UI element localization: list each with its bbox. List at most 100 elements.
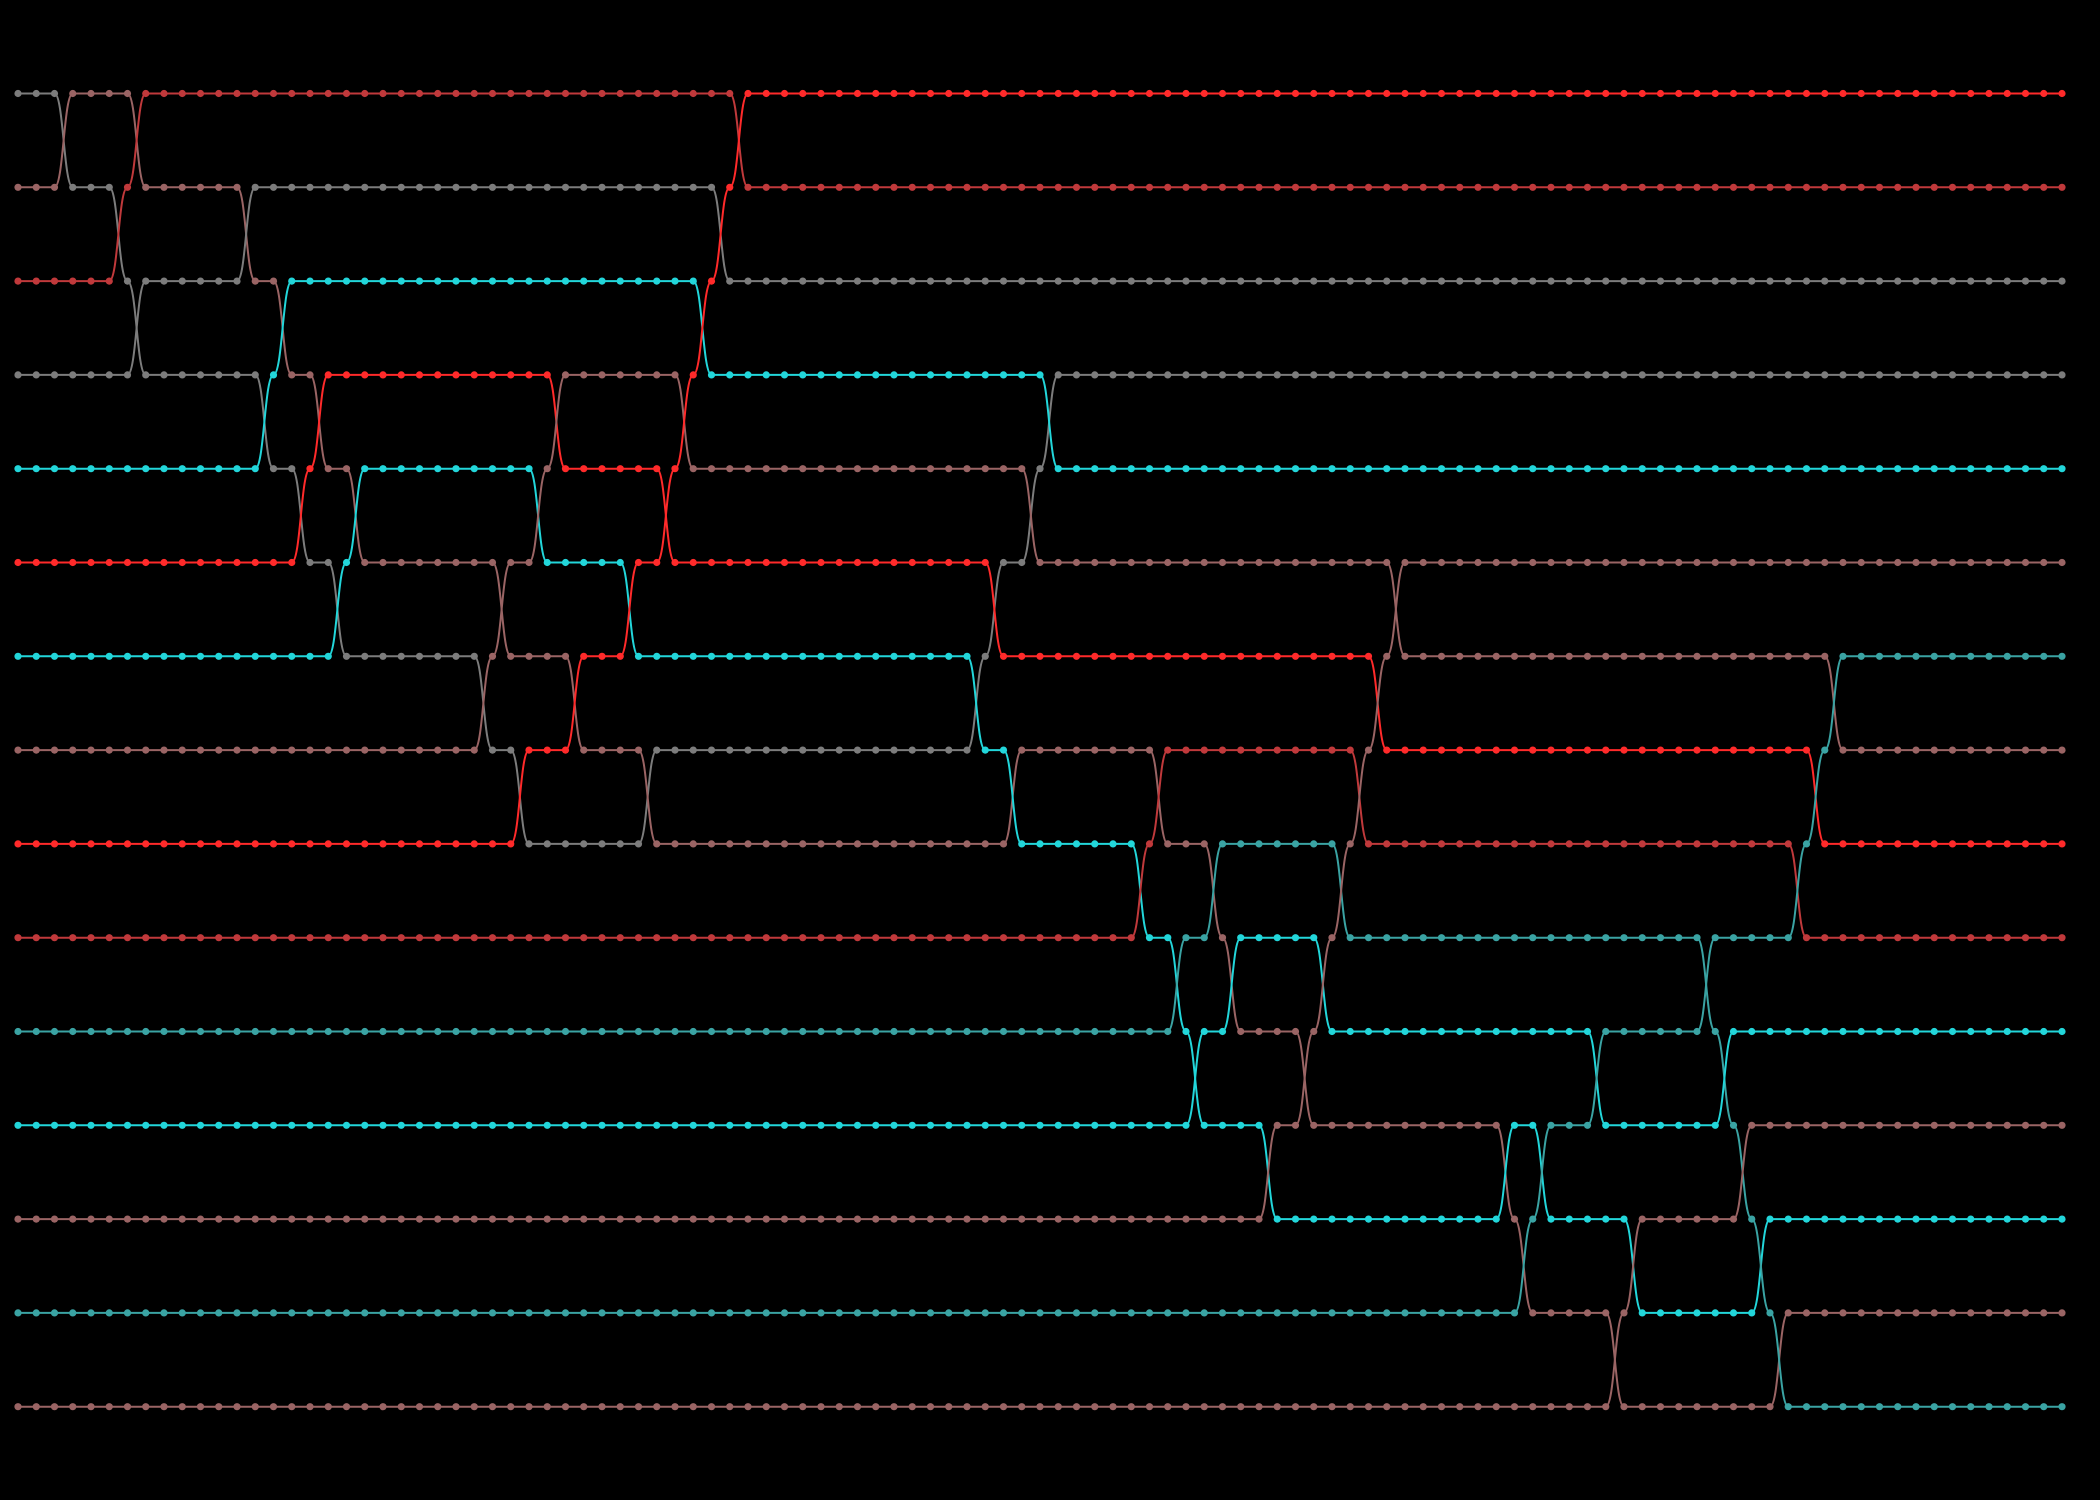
wire-node	[87, 840, 95, 848]
wire-node	[1492, 1309, 1500, 1317]
wire-node	[999, 558, 1008, 567]
wire-node	[1127, 277, 1135, 285]
wire-node	[1547, 371, 1555, 379]
wire-node	[835, 1309, 843, 1317]
wire-node	[926, 1309, 935, 1317]
wire-node	[1072, 746, 1081, 754]
wire-node	[981, 277, 989, 285]
wire-node	[1967, 1121, 1975, 1129]
wire-node	[215, 1121, 223, 1129]
wire-node	[1948, 465, 1957, 473]
wire-node	[1218, 1215, 1227, 1223]
wire-node	[2021, 934, 2030, 942]
wire-node	[2021, 1121, 2030, 1129]
wire-node	[1437, 558, 1446, 567]
wire-node	[1237, 934, 1245, 942]
wire-node	[1364, 1027, 1373, 1036]
wire-node	[2003, 89, 2011, 98]
wire-node	[1839, 1027, 1847, 1036]
wire-node	[1602, 1309, 1610, 1317]
wire-node	[762, 183, 770, 191]
wire-node	[726, 1121, 734, 1129]
wire-node	[87, 1215, 95, 1223]
wire-node	[1054, 277, 1062, 285]
wire-node	[1675, 652, 1683, 660]
wire-node	[1839, 652, 1847, 660]
wire-node	[799, 89, 807, 98]
wire-node	[160, 1027, 168, 1036]
wire-node	[1912, 652, 1920, 660]
wire-node	[233, 371, 241, 379]
wire-node	[196, 465, 205, 473]
wire-node	[835, 277, 843, 285]
wire-node	[160, 89, 168, 98]
wire-node	[1529, 183, 1537, 191]
wire-node	[342, 371, 351, 379]
wire-node	[14, 652, 22, 660]
wire-node	[817, 277, 825, 285]
wire-node	[1967, 652, 1975, 660]
wire-node	[945, 183, 953, 191]
wire-node	[835, 371, 843, 379]
wire-node	[744, 558, 752, 567]
wire-node	[671, 1121, 679, 1129]
wire-node	[251, 558, 259, 567]
wire-node	[434, 1121, 442, 1129]
wire-node	[215, 1027, 223, 1036]
wire-node	[1310, 1027, 1318, 1036]
wire-node	[233, 1121, 241, 1129]
wire-node	[1711, 1403, 1719, 1411]
wire-node	[1529, 89, 1537, 98]
wire-node	[1857, 371, 1865, 379]
wire-node	[1510, 652, 1519, 660]
wire-node	[1291, 840, 1300, 848]
wire-node	[835, 465, 843, 473]
wire-node	[288, 934, 296, 942]
wire-node	[963, 652, 971, 660]
wire-node	[32, 1309, 40, 1317]
wire-node	[926, 746, 935, 754]
wire-node	[1456, 371, 1464, 379]
wire-node	[1656, 1403, 1665, 1411]
wire-node	[1036, 934, 1044, 942]
wire-node	[1711, 840, 1719, 848]
wire-node	[543, 652, 551, 660]
wire-node	[653, 1215, 661, 1223]
wire-node	[1985, 1121, 1993, 1129]
wire-node	[616, 1121, 624, 1129]
wire-node	[999, 183, 1008, 191]
wire-node	[1291, 1403, 1300, 1411]
wire-node	[981, 934, 989, 942]
wire-node	[1492, 1121, 1500, 1129]
wire-node	[105, 89, 113, 98]
wire-node	[1456, 934, 1464, 942]
wire-node	[1547, 746, 1555, 754]
wire-node	[1200, 1215, 1208, 1223]
wire-node	[1583, 1403, 1592, 1411]
wire-node	[269, 840, 278, 848]
wire-node	[1967, 371, 1975, 379]
wire-node	[32, 183, 40, 191]
wire-node	[543, 840, 551, 848]
wire-node	[342, 746, 351, 754]
wire-node	[1656, 1309, 1665, 1317]
wire-node	[87, 652, 95, 660]
wire-node	[689, 1027, 697, 1036]
wire-node	[1383, 934, 1391, 942]
wire-node	[853, 652, 862, 660]
wire-node	[196, 1309, 205, 1317]
wire-node	[799, 1027, 807, 1036]
wire-node	[1529, 558, 1537, 567]
wire-node	[1127, 652, 1135, 660]
wire-node	[999, 746, 1008, 754]
wire-node	[361, 89, 369, 98]
wire-node	[1802, 277, 1811, 285]
wire-node	[324, 1027, 332, 1036]
wire-node	[1693, 465, 1701, 473]
wire-node	[178, 558, 186, 567]
wire-node	[726, 840, 734, 848]
wire-node	[2040, 183, 2048, 191]
wire-node	[1729, 1027, 1738, 1036]
wire-node	[1784, 746, 1792, 754]
